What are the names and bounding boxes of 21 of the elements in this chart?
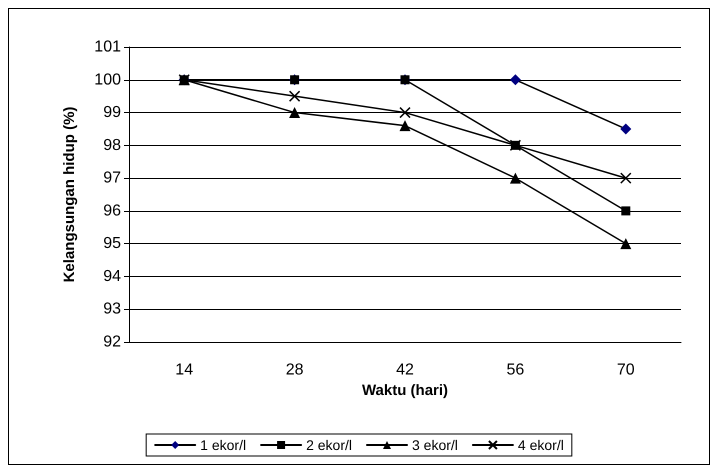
y-tick-label: 94 — [103, 268, 122, 285]
x-axis-title: Waktu (hari) — [362, 382, 448, 399]
x-tick-label: 70 — [616, 362, 635, 378]
y-tick-label: 93 — [103, 300, 122, 318]
legend-label: 4 ekor/l — [518, 437, 564, 453]
y-tick-label: 98 — [103, 136, 122, 154]
y-tick-label: 95 — [103, 235, 122, 252]
legend-label: 2 ekor/l — [306, 437, 352, 453]
y-tick-label: 100 — [94, 71, 122, 88]
x-tick-label: 42 — [396, 362, 414, 378]
y-axis-title: Kelangsungan hidup (%) — [61, 106, 78, 282]
x-tick-label: 56 — [506, 362, 524, 378]
x-tick-label: 14 — [175, 362, 194, 378]
y-tick-label: 96 — [103, 202, 122, 220]
legend-label: 1 ekor/l — [200, 437, 246, 453]
x-tick-label: 28 — [286, 362, 304, 378]
y-tick-label: 97 — [103, 170, 122, 187]
y-tick-label: 92 — [103, 334, 122, 350]
y-tick-label: 101 — [94, 38, 122, 56]
y-tick-label: 99 — [103, 104, 122, 122]
legend-label: 3 ekor/l — [412, 437, 458, 453]
